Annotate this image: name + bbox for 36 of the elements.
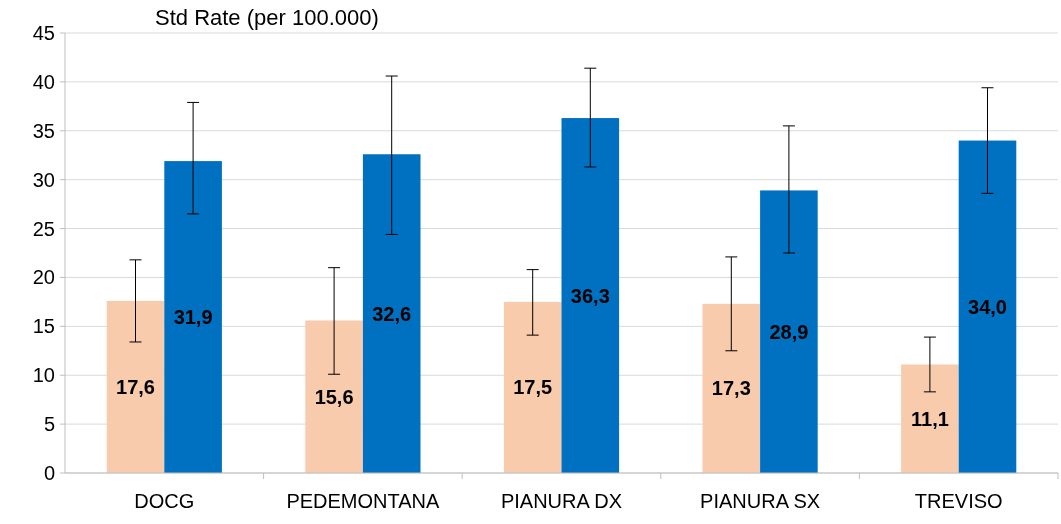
data-label: 34,0	[968, 295, 1007, 318]
bar	[362, 154, 421, 473]
data-label: 17,3	[711, 377, 751, 400]
x-tick-label: PIANURA SX	[700, 490, 821, 512]
y-tick-label: 10	[32, 364, 55, 387]
data-label: 11,1	[910, 407, 949, 430]
y-tick-label: 25	[32, 217, 55, 240]
bar	[901, 364, 959, 473]
y-tick-label: 20	[32, 266, 55, 289]
data-label: 31,9	[173, 306, 213, 329]
y-tick-label: 5	[43, 413, 55, 436]
x-tick-label: PEDEMONTANA	[286, 490, 441, 512]
bar	[561, 118, 620, 473]
data-label: 15,6	[314, 385, 354, 408]
bar	[503, 301, 562, 473]
bar	[106, 300, 165, 473]
y-tick-label: 35	[32, 119, 55, 142]
y-tick-label: 15	[32, 315, 55, 338]
x-tick-label: TREVISO	[914, 490, 1003, 512]
x-tick-label: DOCG	[134, 490, 195, 512]
data-label: 17,5	[513, 376, 553, 399]
y-tick-label: 0	[43, 462, 55, 484]
bar	[702, 303, 761, 473]
y-tick-label: 45	[32, 22, 55, 44]
bar	[164, 161, 222, 473]
bar	[760, 190, 818, 473]
data-label: 32,6	[372, 302, 412, 325]
data-label: 17,6	[116, 375, 155, 398]
bar	[305, 320, 363, 473]
chart-title: Std Rate (per 100.000)	[155, 5, 379, 30]
y-tick-label: 40	[32, 70, 55, 93]
bar	[958, 140, 1017, 473]
x-tick-label: PIANURA DX	[500, 490, 623, 512]
y-tick-label: 30	[32, 168, 55, 191]
data-label: 28,9	[769, 320, 809, 343]
data-label: 36,3	[570, 284, 610, 307]
